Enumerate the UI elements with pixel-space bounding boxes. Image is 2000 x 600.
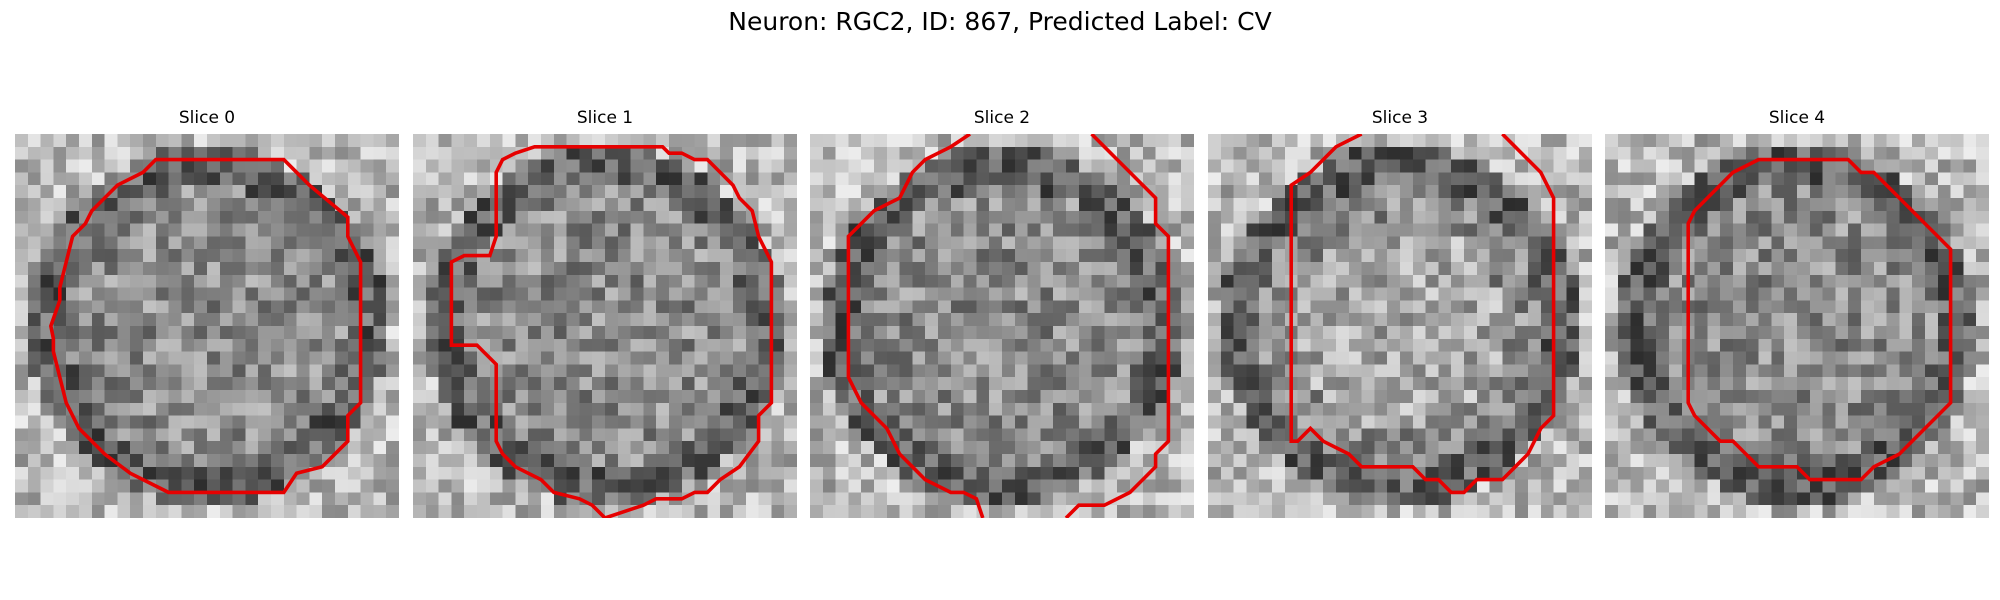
slice-image [15, 134, 399, 518]
slice-panel-4: Slice 4 [1605, 106, 1989, 518]
slice-panel-2: Slice 2 [810, 106, 1194, 518]
figure-title: Neuron: RGC2, ID: 867, Predicted Label: … [728, 7, 1272, 36]
cell-contour [1289, 134, 1556, 495]
slice-panel-0: Slice 0 [15, 106, 399, 518]
grayscale-pixels [1605, 134, 1989, 518]
cell-contour [1064, 134, 1171, 518]
slice-image [1208, 134, 1592, 518]
slice-title: Slice 4 [1768, 108, 1826, 128]
grayscale-pixels [1208, 134, 1592, 518]
slice-panel-3: Slice 3 [1208, 106, 1592, 518]
slice-image [1605, 134, 1989, 518]
cell-contour [48, 157, 363, 495]
slice-title: Slice 3 [1371, 108, 1429, 128]
grayscale-pixels [810, 134, 1194, 518]
cell-contour [449, 145, 774, 518]
slice-image [810, 134, 1194, 518]
slice-title: Slice 2 [973, 108, 1031, 128]
slice-title: Slice 0 [178, 108, 236, 128]
grayscale-pixels [413, 134, 797, 518]
cell-contour [846, 134, 985, 518]
slice-title: Slice 1 [576, 108, 634, 128]
slice-image [413, 134, 797, 518]
grayscale-pixels [15, 134, 399, 518]
slice-panel-1: Slice 1 [413, 106, 797, 518]
cell-contour [1686, 157, 1953, 482]
